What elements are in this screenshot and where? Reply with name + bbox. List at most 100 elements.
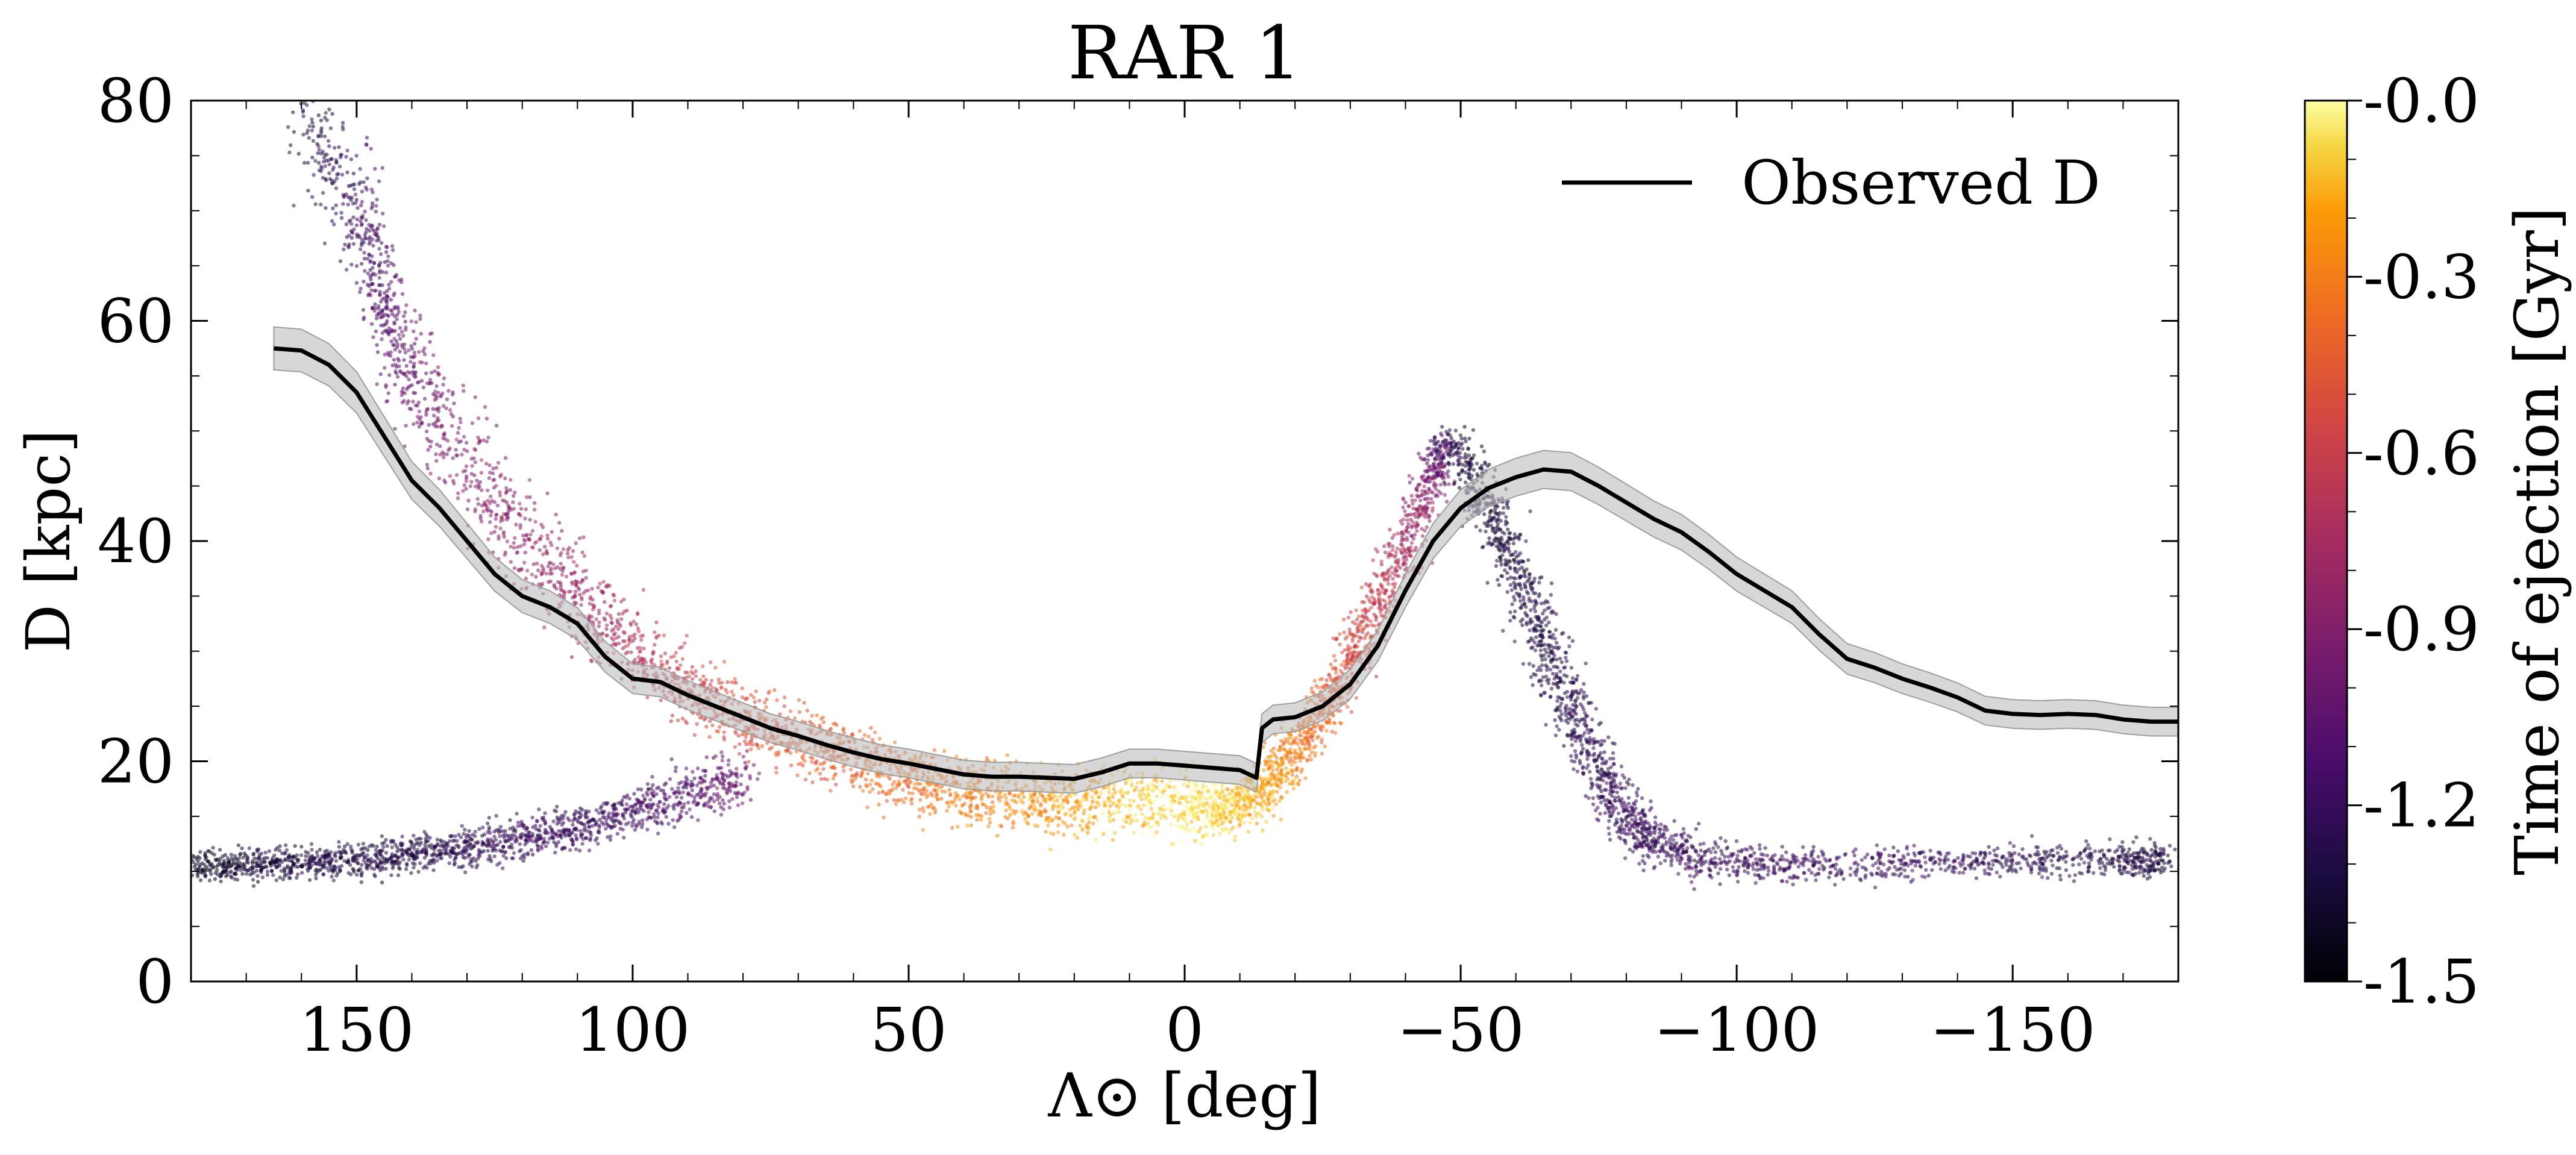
scatter-point: [348, 844, 353, 849]
scatter-point: [376, 235, 381, 240]
scatter-point: [413, 308, 417, 313]
scatter-point: [424, 846, 428, 851]
scatter-point: [465, 848, 469, 852]
scatter-point: [509, 837, 513, 841]
scatter-point: [375, 227, 380, 231]
scatter-point: [401, 371, 406, 375]
scatter-point: [515, 812, 519, 816]
scatter-point: [1096, 795, 1101, 800]
scatter-point: [1247, 813, 1252, 817]
scatter-point: [918, 787, 923, 792]
scatter-point: [647, 810, 651, 815]
scatter-point: [374, 210, 378, 214]
scatter-point: [1218, 796, 1223, 800]
scatter-point: [254, 869, 259, 873]
scatter-point: [327, 158, 331, 163]
scatter-point: [1255, 801, 1259, 806]
scatter-point: [597, 611, 601, 616]
scatter-point: [343, 242, 347, 247]
scatter-point: [347, 219, 351, 224]
scatter-point: [425, 463, 430, 467]
scatter-point: [409, 871, 413, 875]
scatter-point: [688, 807, 692, 812]
scatter-point: [284, 843, 288, 848]
scatter-point: [492, 530, 497, 534]
scatter-point: [239, 865, 243, 869]
scatter-point: [734, 773, 738, 777]
scatter-point: [451, 456, 455, 460]
scatter-point: [377, 246, 381, 251]
scatter-point: [616, 801, 621, 806]
scatter-point: [675, 666, 680, 670]
scatter-point: [419, 422, 423, 426]
scatter-point: [475, 496, 480, 501]
scatter-point: [1005, 753, 1009, 757]
scatter-point: [363, 230, 368, 235]
scatter-point: [831, 776, 836, 781]
scatter-point: [439, 848, 443, 853]
scatter-point: [416, 415, 420, 419]
scatter-point: [380, 297, 384, 301]
scatter-point: [391, 839, 395, 844]
scatter-point: [322, 155, 327, 160]
scatter-point: [880, 789, 885, 794]
scatter-point: [1201, 782, 1206, 787]
scatter-point: [525, 840, 529, 845]
scatter-point: [543, 545, 547, 549]
scatter-point: [1076, 807, 1081, 812]
scatter-point: [334, 203, 338, 207]
scatter-point: [747, 760, 751, 764]
scatter-point: [1205, 797, 1209, 801]
scatter-point: [1027, 807, 1032, 811]
scatter-point: [578, 829, 583, 833]
scatter-point: [541, 552, 545, 557]
scatter-point: [209, 872, 213, 877]
scatter-point: [468, 862, 472, 866]
scatter-point: [738, 742, 742, 747]
scatter-point: [577, 848, 582, 853]
scatter-point: [448, 446, 452, 451]
scatter-point: [287, 150, 292, 155]
scatter-point: [498, 825, 503, 829]
scatter-point: [396, 333, 401, 337]
scatter-point: [323, 116, 327, 120]
scatter-point: [404, 850, 409, 854]
scatter-point: [289, 143, 293, 148]
scatter-point: [515, 545, 520, 549]
scatter-point: [255, 880, 260, 884]
scatter-point: [345, 148, 349, 152]
scatter-point: [234, 861, 239, 866]
scatter-point: [701, 680, 706, 684]
scatter-point: [1275, 790, 1279, 794]
scatter-point: [271, 873, 275, 877]
scatter-point: [1196, 817, 1200, 822]
scatter-point: [1271, 813, 1276, 818]
scatter-point: [387, 373, 392, 377]
scatter-point: [584, 828, 589, 833]
scatter-point: [1177, 824, 1182, 829]
scatter-point: [532, 507, 537, 512]
scatter-point: [354, 872, 359, 877]
scatter-point: [1153, 784, 1157, 789]
scatter-point: [454, 437, 459, 442]
scatter-point: [492, 478, 497, 482]
scatter-point: [307, 124, 312, 128]
scatter-point: [961, 794, 965, 798]
scatter-point: [519, 836, 523, 840]
scatter-point: [833, 772, 838, 776]
scatter-point: [470, 464, 474, 468]
scatter-point: [910, 797, 914, 801]
scatter-point: [347, 233, 351, 238]
scatter-point: [296, 152, 301, 156]
scatter-point: [433, 421, 437, 425]
scatter-point: [455, 852, 459, 856]
scatter-point: [1048, 798, 1052, 802]
scatter-point: [674, 651, 678, 655]
scatter-point: [1185, 809, 1189, 813]
scatter-point: [1268, 763, 1272, 767]
scatter-point: [549, 566, 553, 571]
scatter-point: [356, 842, 360, 847]
scatter-point: [1006, 816, 1010, 821]
scatter-point: [263, 864, 268, 869]
scatter-point: [366, 257, 370, 261]
